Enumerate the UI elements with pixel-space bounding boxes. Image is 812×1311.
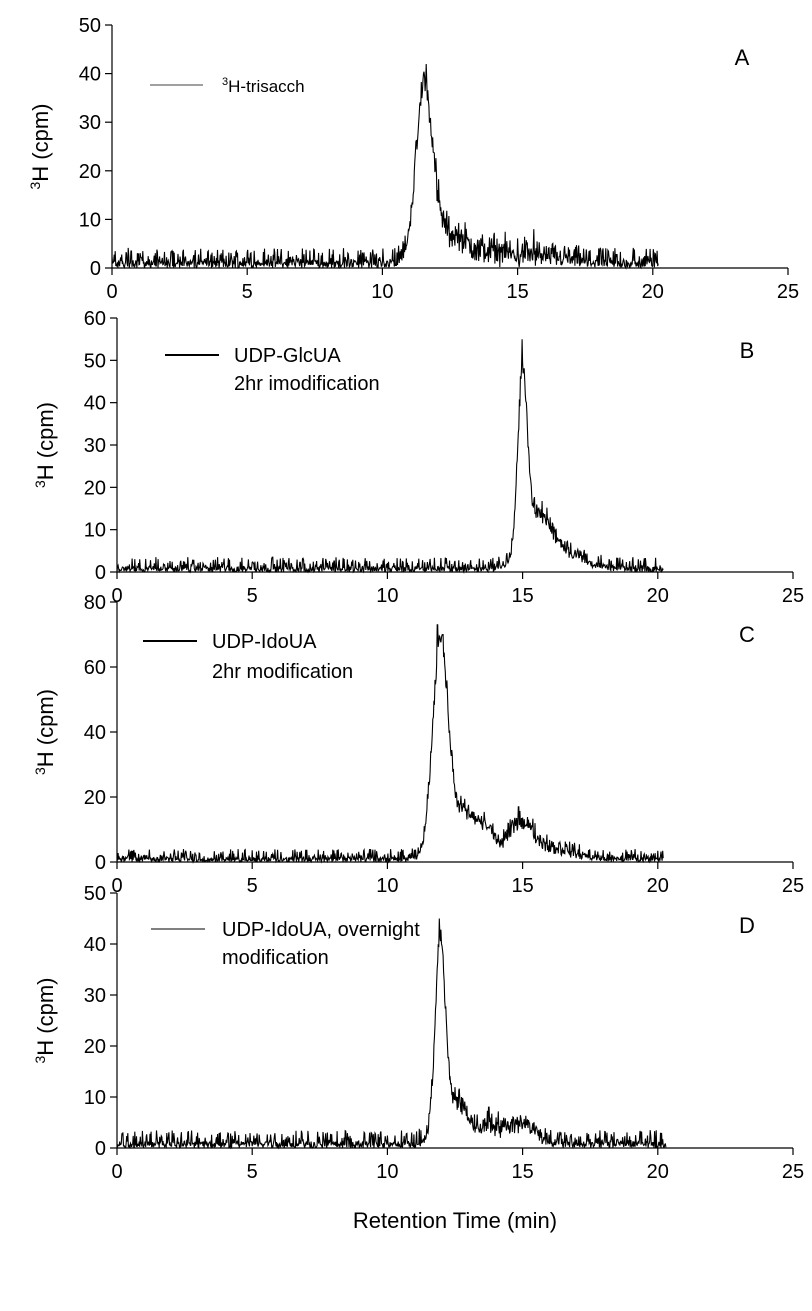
x-tick-label: 5 bbox=[242, 281, 253, 303]
x-tick-label: 0 bbox=[106, 281, 117, 303]
x-tick-label: 20 bbox=[647, 875, 669, 897]
y-tick-label: 50 bbox=[79, 15, 101, 37]
y-tick-label: 40 bbox=[84, 722, 106, 744]
panel-label: B bbox=[740, 338, 755, 363]
x-tick-label: 5 bbox=[247, 1161, 258, 1183]
legend-label-line2: 2hr imodification bbox=[234, 373, 380, 395]
x-tick-label: 15 bbox=[511, 875, 533, 897]
y-tick-label: 60 bbox=[84, 657, 106, 679]
y-tick-label: 20 bbox=[84, 477, 106, 499]
y-axis-label-sup: 3 bbox=[27, 182, 43, 190]
x-tick-label: 15 bbox=[506, 281, 528, 303]
x-tick-label: 25 bbox=[777, 281, 799, 303]
panel-label: C bbox=[739, 622, 755, 647]
x-tick-label: 0 bbox=[111, 1161, 122, 1183]
x-tick-label: 20 bbox=[647, 1161, 669, 1183]
x-tick-label: 20 bbox=[642, 281, 664, 303]
y-tick-label: 0 bbox=[90, 258, 101, 280]
x-tick-label: 25 bbox=[782, 1161, 804, 1183]
legend-label-main: H-trisacch bbox=[228, 77, 305, 96]
y-axis-label-main: H (cpm) bbox=[33, 689, 58, 767]
y-tick-label: 30 bbox=[79, 112, 101, 134]
y-tick-label: 0 bbox=[95, 562, 106, 584]
y-axis-label: 3H (cpm) bbox=[32, 402, 58, 488]
y-axis-label-main: H (cpm) bbox=[33, 977, 58, 1055]
y-tick-label: 40 bbox=[79, 64, 101, 86]
legend-label-sup: 3 bbox=[222, 76, 228, 88]
series-line-d bbox=[116, 918, 667, 1150]
y-tick-label: 40 bbox=[84, 934, 106, 956]
panel-label: D bbox=[739, 913, 755, 938]
x-tick-label: 10 bbox=[376, 875, 398, 897]
x-tick-label: 20 bbox=[647, 585, 669, 607]
y-axis-label-main: H (cpm) bbox=[28, 103, 53, 181]
y-tick-label: 0 bbox=[95, 852, 106, 874]
y-axis-label: 3H (cpm) bbox=[32, 689, 58, 775]
legend-label: UDP-IdoUA, overnight bbox=[222, 919, 420, 941]
x-tick-label: 25 bbox=[782, 585, 804, 607]
series-line-a bbox=[111, 63, 659, 270]
chart-panel-b: 0 10 20 30 40 50 60 0 5 10 15 20 25 3H (cpm) B UDP-GlcU… bbox=[32, 308, 804, 607]
y-tick-label: 10 bbox=[84, 1087, 106, 1109]
x-tick-label: 15 bbox=[511, 1161, 533, 1183]
x-tick-label: 15 bbox=[511, 585, 533, 607]
y-axis-label-sup: 3 bbox=[32, 480, 48, 488]
y-tick-label: 30 bbox=[84, 435, 106, 457]
legend-label-line2: modification bbox=[222, 947, 329, 969]
x-tick-label: 10 bbox=[376, 585, 398, 607]
y-tick-label: 10 bbox=[79, 209, 101, 231]
y-tick-label: 80 bbox=[84, 592, 106, 614]
chart-panel-c: 0 20 40 60 80 0 5 10 15 20 25 3H (cpm) C UDP-IdoUA 2hr… bbox=[32, 592, 804, 897]
x-tick-label: 5 bbox=[247, 875, 258, 897]
x-tick-label: 25 bbox=[782, 875, 804, 897]
y-tick-label: 50 bbox=[84, 350, 106, 372]
y-tick-label: 30 bbox=[84, 985, 106, 1007]
legend-label: UDP-GlcUA bbox=[234, 345, 341, 367]
y-tick-label: 10 bbox=[84, 520, 106, 542]
y-tick-label: 20 bbox=[79, 161, 101, 183]
y-axis-label-sup: 3 bbox=[32, 767, 48, 775]
y-axis-label: 3H (cpm) bbox=[27, 103, 53, 189]
y-tick-label: 50 bbox=[84, 883, 106, 905]
x-tick-label: 0 bbox=[111, 875, 122, 897]
x-tick-label: 0 bbox=[111, 585, 122, 607]
series-line-b bbox=[116, 339, 664, 574]
series-line-c bbox=[116, 624, 664, 864]
y-axis-label-main: H (cpm) bbox=[33, 402, 58, 480]
legend-label-line2: 2hr modification bbox=[212, 661, 353, 683]
y-tick-label: 20 bbox=[84, 1036, 106, 1058]
legend-label: 3H-trisacch bbox=[222, 76, 305, 96]
x-tick-label: 10 bbox=[371, 281, 393, 303]
x-tick-label: 5 bbox=[247, 585, 258, 607]
y-tick-label: 40 bbox=[84, 393, 106, 415]
y-tick-label: 20 bbox=[84, 787, 106, 809]
y-tick-label: 0 bbox=[95, 1138, 106, 1160]
chart-panel-d: 0 10 20 30 40 50 0 5 10 15 20 25 3H (cpm) D UDP-IdoUA,… bbox=[32, 883, 804, 1233]
legend-label: UDP-IdoUA bbox=[212, 631, 317, 653]
panel-label: A bbox=[735, 45, 750, 70]
x-axis-label: Retention Time (min) bbox=[353, 1208, 557, 1233]
y-axis-label-sup: 3 bbox=[32, 1056, 48, 1064]
x-tick-label: 10 bbox=[376, 1161, 398, 1183]
y-axis-label: 3H (cpm) bbox=[32, 977, 58, 1063]
y-tick-label: 60 bbox=[84, 308, 106, 330]
